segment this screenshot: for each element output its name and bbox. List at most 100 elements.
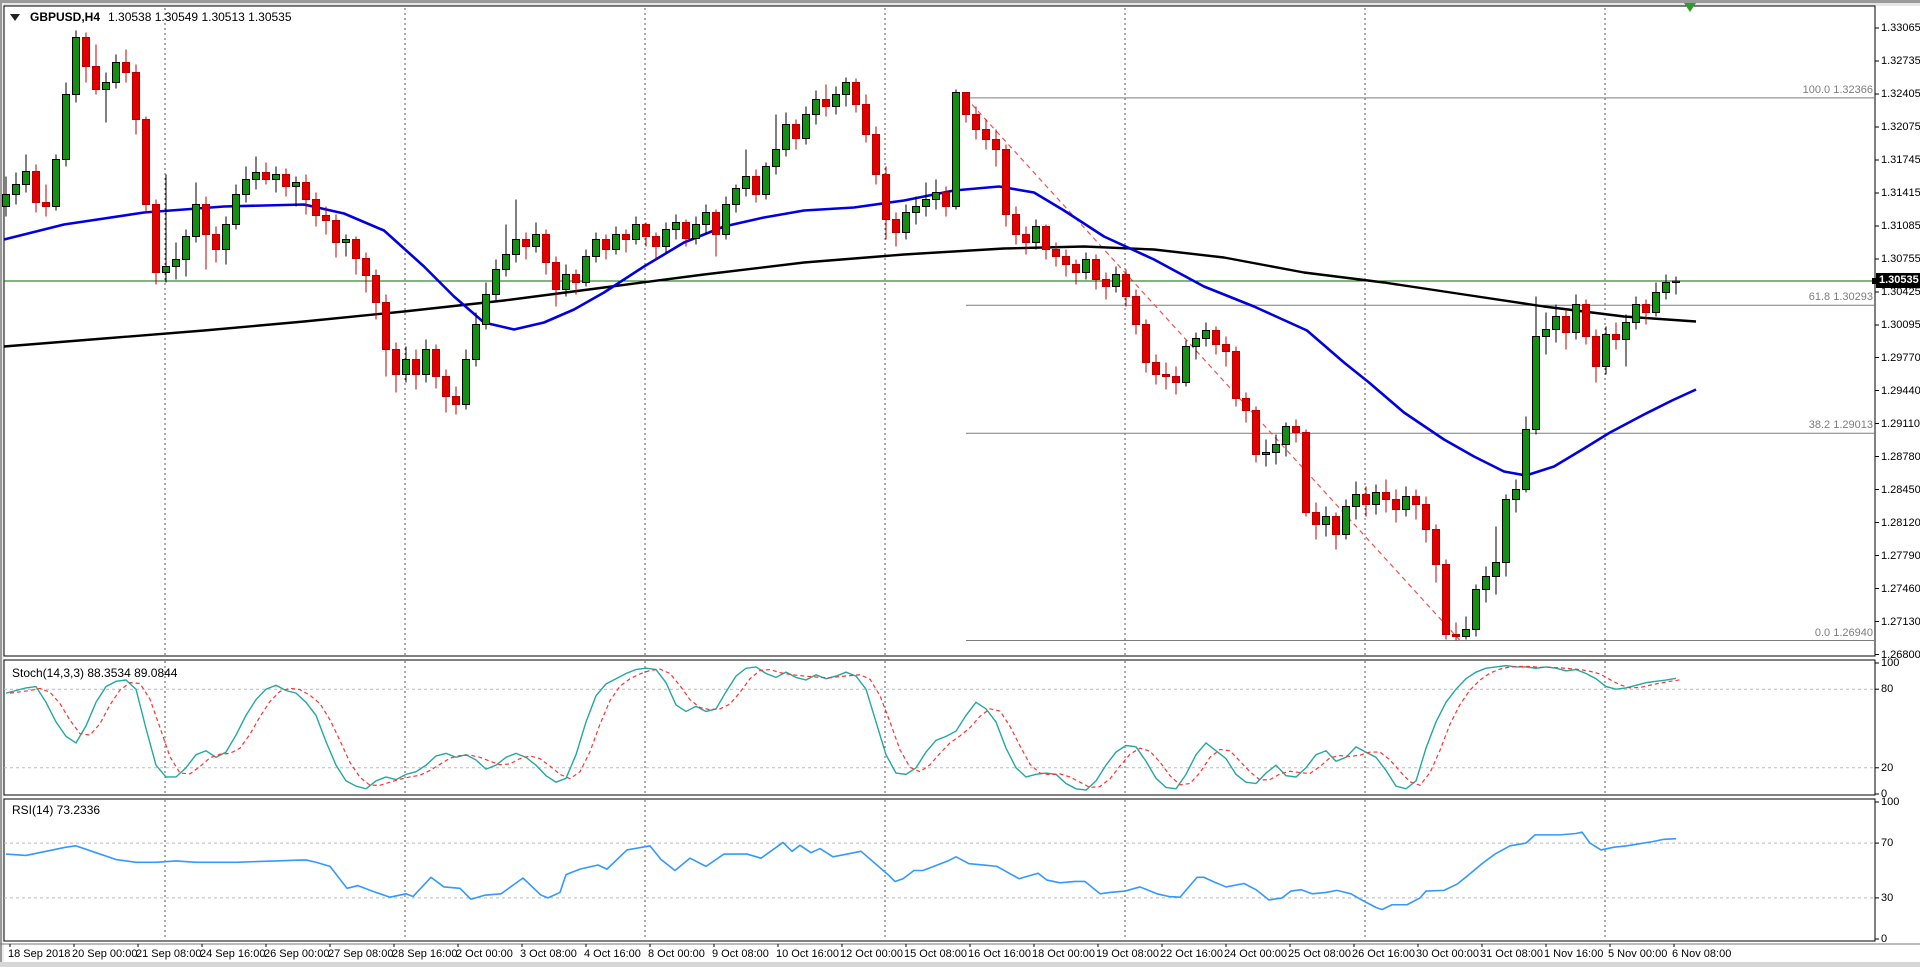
chart-ohlc-legend: GBPUSD,H4 1.30538 1.30549 1.30513 1.3053… [10, 10, 292, 24]
candle [1622, 314, 1630, 367]
candle-body [1352, 494, 1360, 507]
candle [652, 232, 660, 260]
candle-body [972, 114, 980, 130]
candle [1092, 254, 1100, 290]
candle-body [1092, 259, 1100, 280]
candle-body [432, 349, 440, 377]
candle-body [1542, 329, 1550, 337]
candle-body [1142, 324, 1150, 363]
candle-body [1262, 452, 1270, 455]
candle [1022, 226, 1030, 255]
candle [102, 72, 110, 123]
candle-body [262, 172, 270, 180]
candle-body [302, 182, 310, 200]
candle-body [1492, 562, 1500, 577]
candle-body [1382, 492, 1390, 500]
candle-body [62, 94, 70, 160]
rsi-scale-label: 0 [1881, 933, 1888, 945]
candle-body [1652, 292, 1660, 313]
candle-body [1632, 304, 1640, 323]
candle [692, 216, 700, 245]
candle [522, 232, 530, 260]
candle [1642, 299, 1650, 325]
symbol-period-label: GBPUSD,H4 [30, 10, 101, 24]
candle-body [862, 104, 870, 135]
candle [1472, 584, 1480, 637]
candle-body [32, 171, 40, 203]
candle [912, 196, 920, 225]
candle-body [962, 92, 970, 115]
date-axis-label: 16 Oct 16:00 [968, 948, 1031, 960]
candle-body [492, 269, 500, 295]
candle-body [102, 82, 110, 90]
candle [32, 164, 40, 213]
sell-arrow-marker-icon[interactable] [1684, 3, 1696, 12]
date-axis-label: 25 Oct 08:00 [1288, 948, 1351, 960]
candle [1242, 392, 1250, 423]
candle-body [1572, 304, 1580, 333]
candle-body [1462, 629, 1470, 637]
price-axis-label: 1.30425 [1881, 286, 1920, 298]
candle [212, 226, 220, 263]
candle-body [1012, 214, 1020, 235]
stoch-d-line [9, 665, 1681, 789]
price-axis-label: 1.27790 [1881, 549, 1920, 562]
candle-body [232, 194, 240, 225]
candle [732, 184, 740, 213]
candle-body [1052, 249, 1060, 257]
candle [1272, 434, 1280, 465]
candle-body [482, 294, 490, 325]
candle [1482, 566, 1490, 603]
candle [532, 222, 540, 253]
candle-body [1292, 426, 1300, 433]
date-axis-label: 18 Oct 00:00 [1032, 948, 1095, 960]
candle [412, 349, 420, 390]
price-axis-label: 1.29770 [1881, 351, 1920, 364]
candle [962, 92, 970, 123]
candle [1042, 224, 1050, 260]
price-axis-label: 1.28450 [1881, 483, 1920, 496]
candle-body [402, 359, 410, 375]
candle [852, 78, 860, 113]
candle-body [1402, 496, 1410, 510]
candle [1652, 282, 1660, 317]
date-axis-label: 8 Oct 00:00 [648, 948, 705, 960]
window-frame-left [0, 0, 2, 967]
candle [702, 204, 710, 235]
stoch-k-line [5, 664, 1677, 791]
candle-body [822, 99, 830, 107]
candle-body [1432, 529, 1440, 565]
candle-body [162, 266, 170, 273]
candle [802, 106, 810, 145]
candle [1332, 512, 1340, 550]
candle-body [832, 94, 840, 107]
candle-body [1412, 496, 1420, 505]
candle-body [332, 220, 340, 243]
candle-body [1502, 499, 1510, 563]
candle [582, 249, 590, 287]
candle-body [902, 212, 910, 233]
candle-body [1152, 362, 1160, 375]
fib-trendline[interactable] [965, 97, 1461, 641]
candle-body [312, 199, 320, 216]
candle-body [1212, 330, 1220, 345]
candle-body [912, 206, 920, 213]
candle-body [952, 92, 960, 207]
candle-body [1112, 274, 1120, 287]
date-axis-label: 31 Oct 08:00 [1480, 948, 1543, 960]
candle-body [1182, 346, 1190, 383]
price-axis-label: 1.27130 [1881, 615, 1920, 628]
candle [1322, 506, 1330, 537]
candle-body [342, 239, 350, 243]
price-axis-label: 1.27460 [1881, 582, 1920, 595]
collapse-triangle-icon[interactable] [10, 13, 20, 21]
candle [1492, 526, 1500, 595]
candle [892, 212, 900, 247]
candle [452, 386, 460, 415]
ohlc-values: 1.30538 1.30549 1.30513 1.30535 [108, 10, 292, 24]
candle-body [1452, 634, 1460, 637]
candle [112, 54, 120, 89]
candle-body [322, 215, 330, 221]
stoch-panel-border [3, 659, 1876, 796]
